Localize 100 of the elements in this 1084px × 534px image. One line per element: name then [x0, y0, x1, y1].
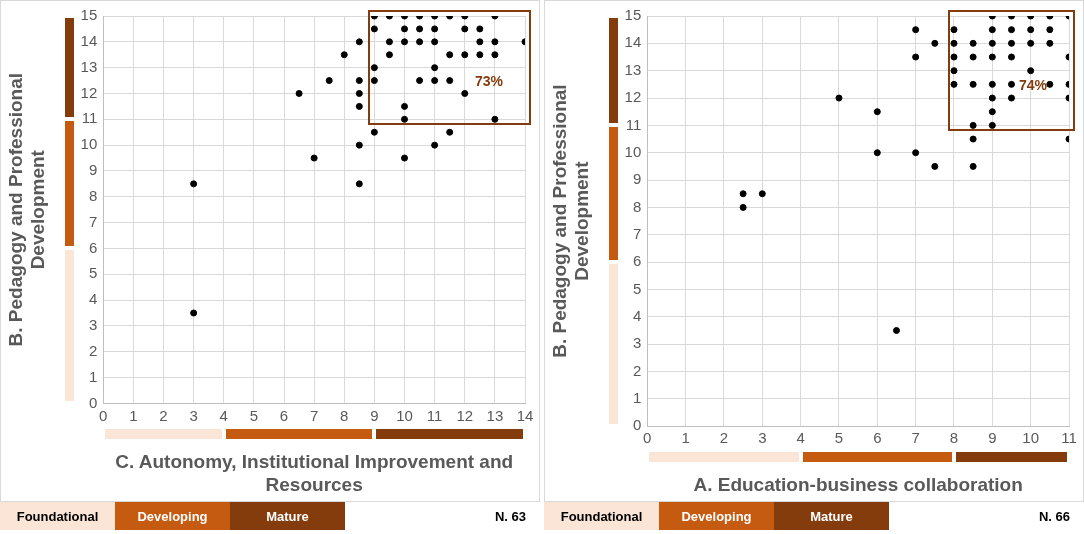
x-axis-title: A. Education-business collaboration: [693, 473, 1023, 495]
y-tick-label: 8: [632, 197, 642, 215]
y-tick-label: 6: [632, 252, 642, 270]
x-tick-label: 12: [456, 406, 474, 424]
point: [969, 121, 977, 129]
point: [491, 115, 499, 123]
point: [1027, 26, 1035, 34]
y-tick-label: 10: [80, 135, 98, 153]
y-tick-label: 2: [632, 361, 642, 379]
x-tick-label: 4: [219, 406, 228, 424]
point: [1027, 67, 1035, 75]
x-tick-label: 9: [988, 429, 997, 447]
y-tick-label: 5: [88, 264, 98, 282]
point: [431, 64, 439, 72]
text: Developing: [115, 502, 230, 530]
point: [873, 149, 881, 157]
point: [931, 39, 939, 47]
point: [401, 154, 409, 162]
x-tick-label: 10: [1022, 429, 1040, 447]
point: [355, 141, 363, 149]
y-tick-label: 15: [80, 6, 98, 24]
point: [988, 53, 996, 61]
point: [988, 121, 996, 129]
y-tick-label: 3: [632, 334, 642, 352]
text: N. 66: [1038, 508, 1070, 524]
point: [446, 128, 454, 136]
point: [355, 102, 363, 110]
point: [969, 162, 977, 170]
point: [1046, 39, 1054, 47]
x-tick-label: 3: [758, 429, 767, 447]
point: [431, 38, 439, 46]
x-tick-label: 6: [873, 429, 882, 447]
point: [1007, 39, 1015, 47]
x-tick-label: 1: [129, 406, 138, 424]
point: [988, 94, 996, 102]
y-tick-label: 13: [80, 57, 98, 75]
point: [370, 128, 378, 136]
annotation: 74%: [1018, 76, 1047, 93]
point: [385, 51, 393, 59]
x-tick-label: 8: [340, 406, 349, 424]
y-tick-label: 1: [632, 388, 642, 406]
point: [969, 80, 977, 88]
x-tick-label: 6: [279, 406, 289, 424]
text: Mature: [774, 502, 889, 530]
y-axis-title: B. Pedagogy and Professional Development: [548, 84, 593, 358]
point: [431, 141, 439, 149]
point: [401, 25, 409, 33]
point: [950, 80, 958, 88]
y-tick-label: 15: [624, 6, 642, 24]
point: [950, 67, 958, 75]
point: [912, 149, 920, 157]
x-tick-label: 10: [396, 406, 413, 424]
point: [416, 77, 424, 85]
point: [912, 53, 920, 61]
point: [1046, 26, 1054, 34]
point: [401, 115, 409, 123]
y-tick-label: 8: [88, 186, 98, 204]
y-axis-title: B. Pedagogy and Professional Development: [4, 72, 49, 347]
point: [950, 39, 958, 47]
point: [416, 25, 424, 33]
x-tick-label: 14: [516, 406, 534, 424]
annotation: 73%: [474, 73, 503, 90]
y-tick-label: 7: [88, 212, 98, 230]
x-tick-label: 7: [911, 429, 920, 447]
x-tick-label: 2: [719, 429, 729, 447]
y-tick-label: 9: [88, 161, 98, 179]
y-tick-label: 14: [80, 31, 98, 49]
y-tick-label: 5: [632, 279, 642, 297]
point: [491, 51, 499, 59]
point: [739, 203, 747, 211]
point: [355, 89, 363, 97]
text: Foundational: [0, 502, 115, 530]
text: Mature: [230, 502, 345, 530]
point: [1007, 80, 1015, 88]
point: [310, 154, 318, 162]
point: [355, 77, 363, 85]
point: [1007, 53, 1015, 61]
point: [401, 38, 409, 46]
x-tick-label: 4: [796, 429, 805, 447]
point: [431, 77, 439, 85]
point: [1027, 39, 1035, 47]
y-tick-label: 12: [80, 83, 98, 101]
point: [988, 108, 996, 116]
y-tick-label: 11: [81, 109, 98, 127]
point: [446, 51, 454, 59]
x-tick-label: 2: [159, 406, 168, 424]
y-tick-label: 10: [624, 142, 642, 160]
point: [461, 25, 469, 33]
point: [969, 135, 977, 143]
point: [912, 26, 920, 34]
x-tick-label: 11: [426, 406, 443, 424]
point: [969, 53, 977, 61]
point: [491, 38, 499, 46]
y-tick-label: 0: [88, 393, 98, 411]
point: [355, 38, 363, 46]
point: [370, 77, 378, 85]
point: [739, 190, 747, 198]
point: [950, 26, 958, 34]
point: [295, 89, 303, 97]
point: [931, 162, 939, 170]
